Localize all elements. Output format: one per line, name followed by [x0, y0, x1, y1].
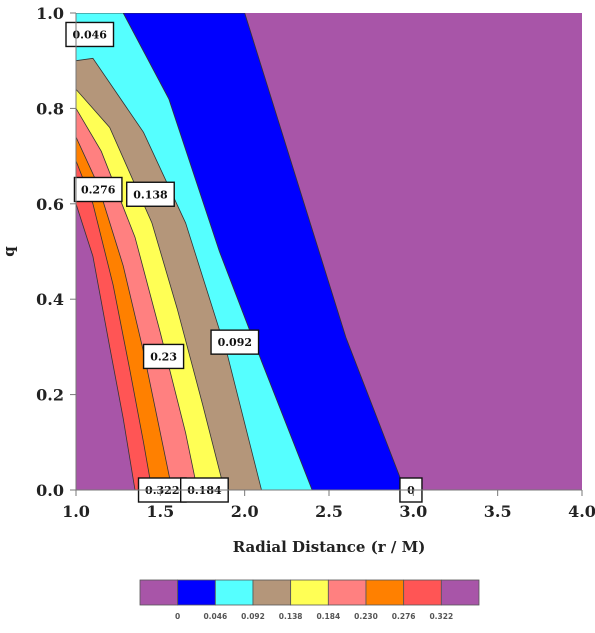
legend-tick-label: 0.322: [429, 612, 453, 621]
axes: 1.0 1.5 2.0 2.5 3.0 3.5 4.0 0.0 0.2 0.4 0.6 0.8 1.0: [36, 4, 595, 521]
legend-swatch-6: [327, 579, 367, 606]
contour-region-8: [76, 203, 136, 490]
color-legend: 0 0.046 0.092 0.138 0.184 0.230 0.276 0.322: [139, 579, 480, 621]
contour-label-box: [65, 21, 115, 48]
contour-label-box: [142, 343, 185, 370]
contour-label-box: [73, 176, 123, 203]
y-tick-label: 0.8: [36, 99, 64, 118]
x-tick-label: 4.0: [568, 502, 595, 521]
contour-label-text: 0.23: [150, 350, 177, 363]
x-tick-label: 2.0: [231, 502, 259, 521]
contour-label-text: 0.046: [73, 28, 108, 41]
legend-tick-label: 0.184: [316, 612, 340, 621]
contour-label-text: 0.092: [218, 336, 252, 349]
legend-swatch-7: [365, 579, 405, 606]
contour-label-text: 0.276: [81, 183, 116, 196]
legend-tick-label: 0.276: [392, 612, 416, 621]
legend-tick-label: 0: [175, 612, 180, 621]
contour-label-2: 0.276: [73, 176, 123, 203]
contour-label-text: 0.138: [133, 188, 168, 201]
contour-label-4: 0.23: [142, 343, 185, 370]
legend-swatch-8: [403, 579, 442, 606]
contour-label-1: 0.046: [65, 21, 115, 48]
legend-swatch-2: [177, 579, 216, 606]
x-tick-label: 1.0: [62, 502, 90, 521]
plot-area: [76, 13, 582, 490]
y-tick-label: 0.2: [36, 386, 64, 405]
y-axis-title: q: [0, 246, 18, 257]
legend-tick-label: 0.092: [241, 612, 265, 621]
legend-swatch-5: [290, 579, 329, 606]
y-tick-label: 0.4: [36, 290, 64, 309]
legend-swatch-4: [252, 579, 292, 606]
contour-label-box: [126, 181, 175, 207]
legend-tick-label: 0.138: [279, 612, 303, 621]
legend-swatch-1: [139, 579, 179, 606]
x-tick-label: 3.5: [484, 502, 512, 521]
legend-tick-label: 0.046: [203, 612, 227, 621]
contour-label-5: 0.092: [210, 329, 260, 355]
y-tick-label: 0.6: [36, 195, 64, 214]
y-tick-label: 1.0: [36, 4, 64, 23]
legend-swatch-9: [440, 579, 480, 606]
y-tick-label: 0.0: [36, 481, 64, 500]
x-tick-label: 2.5: [315, 502, 343, 521]
x-tick-label: 3.0: [399, 502, 427, 521]
contour-label-box: [210, 329, 260, 355]
x-tick-label: 1.5: [146, 502, 174, 521]
legend-swatch-3: [214, 579, 254, 606]
contour-label-3: 0.138: [126, 181, 175, 207]
x-axis-title: Radial Distance (r / M): [233, 538, 426, 556]
legend-tick-label: 0.230: [354, 612, 378, 621]
